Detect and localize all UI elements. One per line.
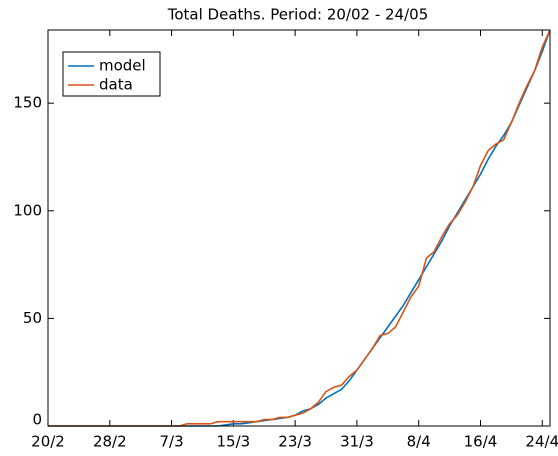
y-tick-label: 150	[13, 94, 42, 112]
x-tick-label: 8/4	[407, 433, 431, 451]
y-tick-label: 100	[13, 201, 42, 219]
x-tick-label: 20/2	[31, 433, 65, 451]
x-tick-label: 31/3	[340, 433, 374, 451]
x-tick-label: 24/4	[525, 433, 558, 451]
x-tick-label: 28/2	[93, 433, 127, 451]
plot-frame	[47, 29, 551, 427]
legend-label: data	[99, 76, 133, 94]
y-tick-label: 50	[23, 309, 42, 327]
x-tick-label: 15/3	[217, 433, 251, 451]
chart-title: Total Deaths. Period: 20/02 - 24/05	[167, 6, 429, 24]
y-tick-label: 0	[32, 411, 42, 429]
x-tick-label: 23/3	[278, 433, 312, 451]
legend-label: model	[99, 57, 146, 75]
x-tick-label: 7/3	[159, 433, 183, 451]
legend-box	[62, 51, 161, 97]
x-tick-label: 16/4	[464, 433, 498, 451]
